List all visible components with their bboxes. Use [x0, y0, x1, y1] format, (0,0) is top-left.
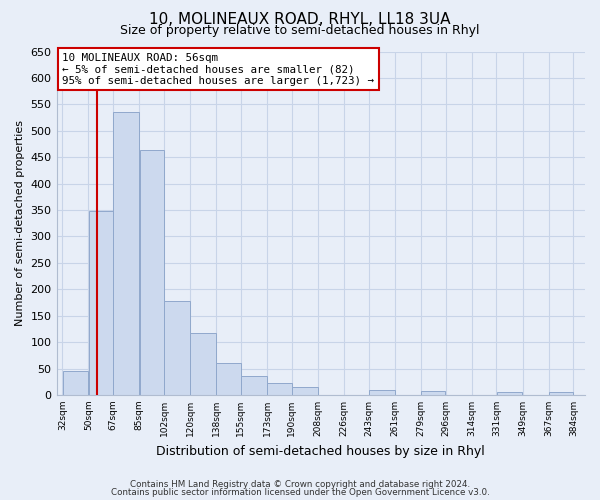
Text: Size of property relative to semi-detached houses in Rhyl: Size of property relative to semi-detach… — [120, 24, 480, 37]
Bar — [497, 392, 523, 395]
Bar — [217, 362, 241, 395]
Bar — [241, 376, 267, 395]
Bar — [267, 384, 292, 395]
Bar — [421, 390, 445, 395]
Bar — [62, 370, 88, 395]
Bar — [549, 392, 573, 395]
Text: Contains HM Land Registry data © Crown copyright and database right 2024.: Contains HM Land Registry data © Crown c… — [130, 480, 470, 489]
Text: 10 MOLINEAUX ROAD: 56sqm
← 5% of semi-detached houses are smaller (82)
95% of se: 10 MOLINEAUX ROAD: 56sqm ← 5% of semi-de… — [62, 52, 374, 86]
X-axis label: Distribution of semi-detached houses by size in Rhyl: Distribution of semi-detached houses by … — [157, 444, 485, 458]
Bar — [369, 390, 395, 395]
Bar — [140, 150, 164, 395]
Bar — [292, 387, 317, 395]
Bar — [164, 301, 190, 395]
Bar — [113, 112, 139, 395]
Text: Contains public sector information licensed under the Open Government Licence v3: Contains public sector information licen… — [110, 488, 490, 497]
Y-axis label: Number of semi-detached properties: Number of semi-detached properties — [15, 120, 25, 326]
Bar — [190, 332, 216, 395]
Bar — [89, 211, 113, 395]
Text: 10, MOLINEAUX ROAD, RHYL, LL18 3UA: 10, MOLINEAUX ROAD, RHYL, LL18 3UA — [149, 12, 451, 28]
